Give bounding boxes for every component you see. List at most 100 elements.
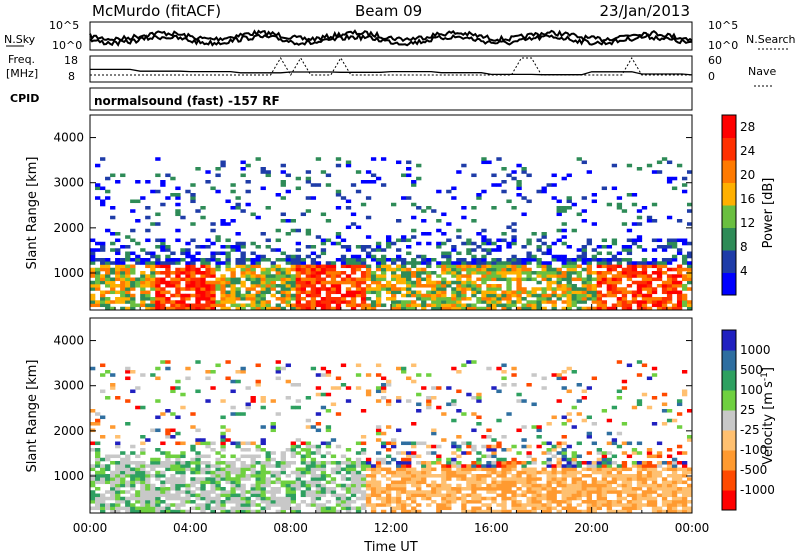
heatmap-cell <box>556 509 562 514</box>
heatmap-cell <box>681 183 688 187</box>
heatmap-cell <box>541 306 547 311</box>
heatmap-cell <box>511 170 517 174</box>
heatmap-cell <box>536 271 542 275</box>
heatmap-cell <box>546 422 552 426</box>
heatmap-cell <box>280 297 286 301</box>
heatmap-cell <box>385 245 392 249</box>
heatmap-cell <box>481 258 487 262</box>
heatmap-cell <box>170 176 176 181</box>
heatmap-cell <box>200 280 206 285</box>
heatmap-cell <box>651 271 658 275</box>
heatmap-cell <box>551 306 557 311</box>
noise-left-bottom: 10^0 <box>52 39 82 52</box>
heatmap-cell <box>375 284 382 288</box>
heatmap-cell <box>280 219 286 223</box>
heatmap-cell <box>516 509 522 514</box>
heatmap-cell <box>606 290 613 295</box>
heatmap-cell <box>235 258 241 262</box>
heatmap-cell <box>681 509 688 514</box>
heatmap-cell <box>456 483 462 488</box>
heatmap-cell <box>380 396 387 400</box>
heatmap-cell <box>140 297 146 301</box>
heatmap-cell <box>501 470 507 475</box>
heatmap-cell <box>115 480 121 485</box>
heatmap-cell <box>531 496 537 501</box>
heatmap-cell <box>616 467 623 472</box>
heatmap-cell <box>621 258 628 262</box>
heatmap-cell <box>541 487 547 491</box>
heatmap-cell <box>140 470 146 475</box>
heatmap-cell <box>571 461 577 465</box>
heatmap-cell <box>601 293 608 298</box>
heatmap-cell <box>511 490 517 494</box>
heatmap-cell <box>556 274 562 278</box>
heatmap-cell <box>496 444 502 449</box>
heatmap-cell <box>566 496 572 501</box>
heatmap-cell <box>235 467 241 472</box>
heatmap-cell <box>571 464 577 468</box>
heatmap-cell <box>676 425 683 429</box>
heatmap-cell <box>220 503 226 507</box>
heatmap-cell <box>681 297 688 301</box>
heatmap-cell <box>576 412 582 416</box>
heatmap-cell <box>110 306 116 311</box>
heatmap-cell <box>646 376 653 381</box>
heatmap-cell <box>436 474 442 478</box>
heatmap-cell <box>521 506 527 511</box>
heatmap-cell <box>466 487 472 491</box>
heatmap-cell <box>165 267 171 272</box>
heatmap-cell <box>456 490 462 494</box>
heatmap-cell <box>155 506 161 511</box>
heatmap-cell <box>431 290 437 295</box>
heatmap-cell <box>536 189 542 194</box>
heatmap-cell <box>160 293 166 298</box>
heatmap-cell <box>651 500 658 504</box>
heatmap-cell <box>165 280 171 285</box>
heatmap-cell <box>150 457 156 462</box>
heatmap-cell <box>255 379 261 384</box>
heatmap-cell <box>441 232 447 236</box>
heatmap-cell <box>421 300 427 304</box>
heatmap-cell <box>370 464 377 468</box>
heatmap-cell <box>581 290 587 295</box>
heatmap-cell <box>185 493 191 498</box>
heatmap-cell <box>431 293 437 298</box>
heatmap-cell <box>686 409 693 413</box>
heatmap-cell <box>631 300 638 304</box>
heatmap-cell <box>481 306 487 311</box>
heatmap-cell <box>551 496 557 501</box>
heatmap-cell <box>365 235 372 239</box>
heatmap-cell <box>125 306 131 311</box>
heatmap-cell <box>596 461 602 465</box>
heatmap-cell <box>656 470 663 475</box>
heatmap-cell <box>396 219 402 223</box>
heatmap-cell <box>325 264 332 269</box>
heatmap-cell <box>95 300 101 304</box>
heatmap-cell <box>170 280 176 285</box>
heatmap-cell <box>421 441 427 446</box>
heatmap-cell <box>105 261 111 265</box>
heatmap-cell <box>656 461 663 465</box>
heatmap-cell <box>646 454 653 459</box>
heatmap-cell <box>160 287 166 291</box>
heatmap-cell <box>290 274 296 278</box>
heatmap-cell <box>370 287 377 291</box>
heatmap-cell <box>325 183 332 187</box>
heatmap-cell <box>536 280 542 285</box>
heatmap-cell <box>105 454 111 459</box>
heatmap-cell <box>631 487 638 491</box>
heatmap-cell <box>310 287 317 291</box>
heatmap-cell <box>526 503 532 507</box>
heatmap-cell <box>270 496 276 501</box>
heatmap-cell <box>340 474 347 478</box>
heatmap-cell <box>421 267 427 272</box>
heatmap-cell <box>270 284 276 288</box>
heatmap-cell <box>491 496 497 501</box>
heatmap-cell <box>676 412 683 416</box>
heatmap-cell <box>370 487 377 491</box>
heatmap-cell <box>155 428 161 433</box>
heatmap-cell <box>401 470 407 475</box>
heatmap-cell <box>275 267 281 272</box>
heatmap-cell <box>646 287 653 291</box>
heatmap-cell <box>310 480 317 485</box>
